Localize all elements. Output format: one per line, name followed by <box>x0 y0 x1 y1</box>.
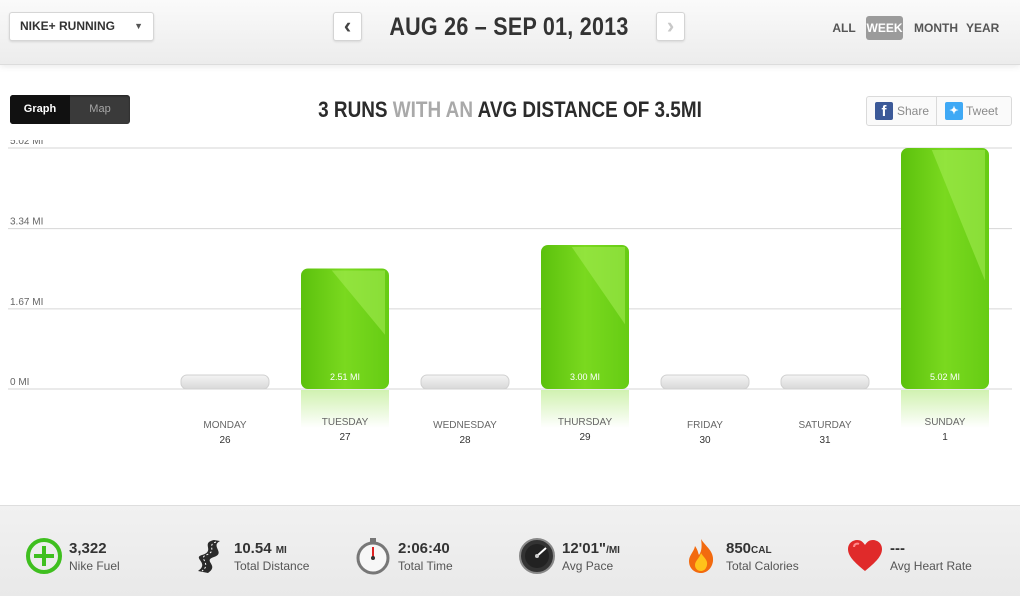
twitter-icon: ✦ <box>945 102 963 120</box>
bar-value-label: 3.00 MI <box>570 372 600 382</box>
share-buttons: f Share ✦ Tweet <box>866 96 1012 126</box>
stat-value: 850CAL <box>726 540 772 557</box>
stopwatch-icon <box>356 538 390 575</box>
chevron-left-icon: ‹ <box>343 13 352 38</box>
bar-value-label: 5.02 MI <box>930 372 960 382</box>
heart-icon <box>848 540 882 571</box>
x-date-label: 31 <box>819 435 831 446</box>
range-tab-year[interactable]: YEAR <box>966 21 1000 35</box>
stat-label: Total Time <box>398 559 453 573</box>
y-tick-label: 1.67 MI <box>10 297 43 308</box>
x-day-label: SUNDAY <box>925 417 966 428</box>
x-day-label: SATURDAY <box>799 420 852 431</box>
x-date-label: 29 <box>579 432 591 443</box>
nike-fuel-icon <box>26 538 62 574</box>
view-toggle: Graph Map <box>10 95 130 124</box>
app-select-label: NIKE+ RUNNING <box>20 19 116 33</box>
stat-value: 2:06:40 <box>398 540 450 557</box>
date-range-title: AUG 26 – SEP 01, 2013 <box>389 13 629 41</box>
x-date-label: 1 <box>942 432 948 443</box>
stats-footer: 3,322 Nike Fuel 10.54 MI Total Distance … <box>0 505 1020 596</box>
stat-value: 10.54 MI <box>234 540 287 557</box>
stat-value: 3,322 <box>69 540 107 557</box>
x-date-label: 28 <box>459 435 471 446</box>
y-tick-label: 3.34 MI <box>10 217 43 228</box>
bar-highlight <box>931 150 985 281</box>
range-tab-all[interactable]: ALL <box>832 21 856 35</box>
x-day-label: FRIDAY <box>687 420 723 431</box>
empty-bar[interactable] <box>180 374 270 390</box>
headline-runs: 3 RUNS <box>318 97 388 122</box>
x-date-label: 26 <box>219 435 231 446</box>
stat-label: Total Calories <box>726 559 799 573</box>
chevron-right-icon: › <box>666 13 675 38</box>
empty-bar[interactable] <box>420 374 510 390</box>
bar-highlight <box>571 246 625 325</box>
facebook-share-label: Share <box>897 104 930 118</box>
twitter-tweet-label: Tweet <box>966 104 999 118</box>
range-tab-week[interactable]: WEEK <box>866 16 903 40</box>
road-icon <box>198 540 220 573</box>
bar-reflection <box>301 390 389 428</box>
speedometer-icon <box>519 538 555 574</box>
x-date-label: 27 <box>339 432 351 443</box>
flame-icon <box>689 539 714 573</box>
bar-reflection <box>901 390 989 428</box>
x-day-label: TUESDAY <box>322 417 369 428</box>
app-select-dropdown[interactable]: NIKE+ RUNNING ▼ <box>9 12 154 41</box>
stat-label: Total Distance <box>234 559 310 573</box>
graph-view-button[interactable]: Graph <box>10 95 70 124</box>
y-tick-label: 5.02 MI <box>10 140 43 147</box>
previous-week-button[interactable]: ‹ <box>333 12 362 41</box>
empty-bar[interactable] <box>780 374 870 390</box>
stat-label: Avg Pace <box>562 559 614 573</box>
x-date-label: 30 <box>699 435 711 446</box>
summary-headline: 3 RUNS WITH AN AVG DISTANCE OF 3.5MI <box>295 96 725 124</box>
bar-value-label: 2.51 MI <box>330 372 360 382</box>
map-view-button[interactable]: Map <box>89 103 111 115</box>
weekly-distance-chart: 0 MI 1.67 MI 3.34 MI 5.02 MI MONDAY 26 2.51 MI… <box>8 140 1012 446</box>
facebook-icon: f <box>875 102 893 120</box>
y-tick-label: 0 MI <box>10 377 29 388</box>
bar-reflection <box>541 390 629 428</box>
chevron-down-icon: ▼ <box>134 21 143 31</box>
empty-bar[interactable] <box>660 374 750 390</box>
share-divider <box>936 97 937 125</box>
x-day-label: MONDAY <box>203 420 246 431</box>
x-day-label: THURSDAY <box>558 417 613 428</box>
range-tab-month[interactable]: MONTH <box>914 21 958 35</box>
stat-value: --- <box>890 540 905 557</box>
stat-label: Avg Heart Rate <box>890 559 972 573</box>
headline-connector: WITH AN <box>392 97 474 122</box>
headline-avg-distance: AVG DISTANCE OF 3.5MI <box>477 97 702 122</box>
top-bar: NIKE+ RUNNING ▼ ‹ AUG 26 – SEP 01, 2013 … <box>0 0 1020 65</box>
next-week-button[interactable]: › <box>656 12 685 41</box>
x-day-label: WEDNESDAY <box>433 420 497 431</box>
stat-label: Nike Fuel <box>69 559 120 573</box>
stat-value: 12'01"/MI <box>562 540 620 557</box>
